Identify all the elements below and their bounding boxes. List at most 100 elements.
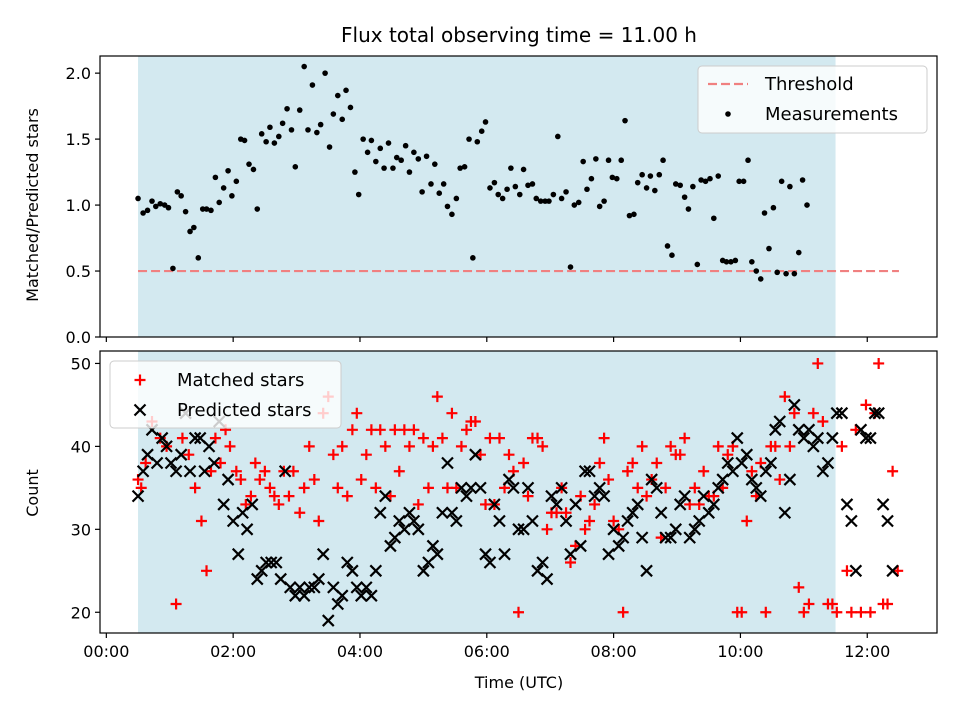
matched-star-point (360, 449, 372, 461)
matched-star-point (689, 482, 701, 494)
measurement-point (672, 181, 679, 187)
measurement-point (317, 121, 324, 128)
predicted-star-point (264, 556, 278, 569)
measurement-point (732, 257, 739, 264)
predicted-star-point (240, 523, 254, 536)
measurement-point (639, 171, 645, 178)
predicted-star-point (217, 498, 230, 511)
matched-star-point (873, 357, 885, 369)
predicted-star-point (150, 456, 164, 470)
matched-star-point (195, 515, 207, 527)
matched-star-point (214, 457, 226, 469)
measurement-point (432, 161, 438, 167)
predicted-star-point (412, 523, 425, 536)
measurement-point (664, 243, 671, 249)
predicted-star-point (360, 581, 373, 594)
measurement-point (685, 206, 692, 212)
measurement-point (301, 63, 307, 70)
matched-star-point (594, 457, 606, 469)
matched-star-point (560, 507, 572, 519)
matched-star-point (882, 598, 894, 610)
predicted-star-point (545, 489, 558, 503)
measurement-point (516, 191, 523, 198)
measurement-point (284, 105, 290, 112)
measurement-point (499, 195, 506, 202)
measurement-point (723, 259, 730, 265)
matched-star-point (298, 482, 310, 494)
predicted-star-point (664, 531, 677, 544)
measurement-point (711, 215, 717, 222)
matched-star-point (660, 482, 672, 494)
matched-star-point (651, 457, 663, 469)
measurement-point (305, 127, 311, 133)
matched-star-point (598, 432, 610, 444)
measurement-point (474, 138, 481, 145)
predicted-star-point (450, 514, 463, 528)
top-y-tick-label: 0.0 (66, 328, 91, 347)
measurement-point (588, 175, 595, 182)
matched-star-point (313, 515, 325, 527)
matched-star-point (393, 465, 405, 477)
matched-star-point (287, 465, 299, 477)
measurement-point (360, 136, 366, 142)
measurement-point (352, 169, 358, 175)
matched-star-point (283, 490, 295, 502)
predicted-star-point (645, 473, 658, 486)
predicted-star-point (350, 581, 364, 594)
bottom-y-tick-label: 40 (71, 437, 91, 456)
measurement-point (241, 137, 248, 144)
predicted-star-point (207, 456, 221, 470)
predicted-star-point (811, 431, 825, 445)
matched-star-point (887, 465, 899, 477)
measurement-point (398, 157, 404, 164)
measurement-point (279, 120, 286, 127)
matched-star-point (617, 606, 629, 618)
measurement-point (330, 111, 337, 117)
measurement-point (225, 167, 231, 174)
measurement-point (478, 128, 485, 134)
measurement-point (411, 149, 417, 156)
matched-star-point (779, 391, 791, 403)
matched-star-point (417, 432, 429, 444)
x-tick-label: 10:00 (717, 642, 763, 661)
measurement-point (246, 161, 252, 167)
matched-star-point (303, 440, 315, 452)
predicted-star-point (384, 539, 397, 553)
bottom-y-tick-label: 50 (71, 354, 91, 373)
predicted-star-point (455, 481, 468, 495)
measurement-point (550, 191, 557, 198)
matched-star-point (636, 440, 648, 452)
predicted-star-point (441, 456, 454, 470)
measurement-point (288, 127, 295, 133)
measurement-point (216, 199, 223, 206)
measurement-point (254, 206, 261, 212)
predicted-star-point (436, 506, 449, 520)
predicted-star-point (373, 506, 387, 520)
measurement-point (436, 190, 443, 197)
predicted-star-point (631, 498, 644, 511)
predicted-star-point (745, 473, 759, 486)
predicted-star-point (759, 464, 773, 478)
measurement-point (482, 119, 489, 125)
measurement-point (601, 198, 607, 204)
predicted-star-point (512, 523, 525, 536)
predicted-star-point (540, 572, 554, 586)
measurement-point (669, 252, 675, 259)
measurement-point (487, 185, 493, 191)
predicted-star-point (160, 440, 173, 453)
predicted-star-point (169, 464, 183, 478)
predicted-star-point (578, 464, 592, 478)
predicted-star-point (750, 481, 763, 495)
matched-star-point (760, 606, 772, 618)
predicted-star-point (297, 589, 311, 602)
measurement-point (596, 203, 603, 210)
predicted-star-point (507, 481, 520, 495)
measurement-point (178, 193, 184, 199)
predicted-star-point (640, 564, 653, 578)
measurement-point (406, 169, 413, 175)
top-y-tick-label: 2.0 (66, 64, 91, 83)
measurement-point (512, 183, 519, 190)
matched-star-point (455, 440, 467, 452)
matched-star-point (841, 565, 853, 577)
top-y-tick-label: 0.5 (66, 262, 91, 281)
